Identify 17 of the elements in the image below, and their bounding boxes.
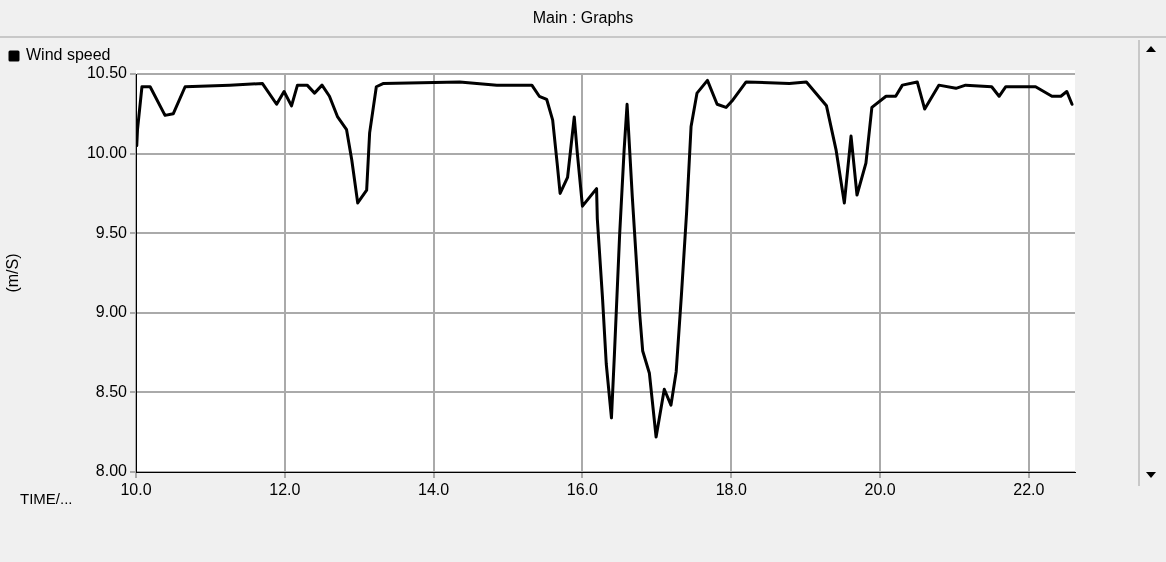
x-tick-label: 10.0 [120,481,152,499]
chart-title: Main : Graphs [0,0,1166,38]
y-tick-label: 8.50 [95,382,128,400]
legend-label: Wind speed [26,46,111,64]
x-axis-title: TIME/... [20,490,73,508]
x-tick-label: 22.0 [1013,481,1045,499]
y-tick-label: 10.00 [86,144,128,162]
x-tick-label: 12.0 [269,481,301,499]
y-tick-label: 8.00 [95,462,128,480]
x-tick-label: 20.0 [864,481,896,499]
y-axis-title: (m/S) [4,253,22,293]
y-tick-label: 9.00 [95,303,128,321]
x-tick-label: 16.0 [566,481,599,499]
x-tick-label: 14.0 [418,481,450,499]
y-tick-label: 9.50 [95,223,128,241]
y-tick-label: 10.50 [86,64,128,82]
x-tick-label: 18.0 [715,481,747,499]
